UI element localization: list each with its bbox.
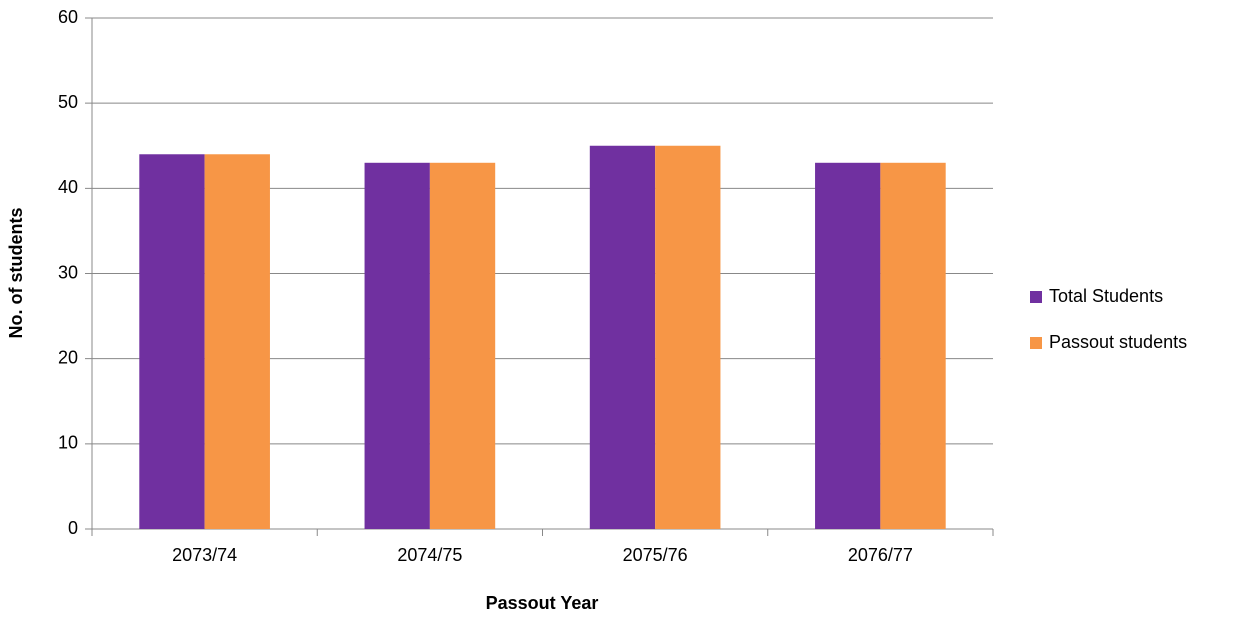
y-tick-label: 10 xyxy=(58,433,78,453)
x-tick-label: 2073/74 xyxy=(172,545,237,565)
bar xyxy=(139,154,205,529)
legend-swatch xyxy=(1030,291,1042,303)
bar xyxy=(655,145,721,529)
x-axis-label: Passout Year xyxy=(486,593,599,613)
bar xyxy=(204,154,270,529)
legend-label: Total Students xyxy=(1049,286,1163,306)
bar xyxy=(815,162,881,530)
y-tick-label: 0 xyxy=(68,518,78,538)
bar xyxy=(429,162,496,530)
y-tick-label: 30 xyxy=(58,262,78,282)
y-tick-label: 20 xyxy=(58,347,78,367)
y-tick-label: 50 xyxy=(58,92,78,112)
y-tick-label: 40 xyxy=(58,177,78,197)
y-axis-label: No. of students xyxy=(6,208,26,339)
x-tick-label: 2074/75 xyxy=(397,545,462,565)
x-tick-label: 2075/76 xyxy=(623,545,688,565)
bar xyxy=(880,162,946,530)
y-tick-label: 60 xyxy=(58,7,78,27)
x-tick-label: 2076/77 xyxy=(848,545,913,565)
bar xyxy=(589,145,656,529)
legend-swatch xyxy=(1030,337,1042,349)
legend-label: Passout students xyxy=(1049,332,1187,352)
bar xyxy=(364,162,430,530)
